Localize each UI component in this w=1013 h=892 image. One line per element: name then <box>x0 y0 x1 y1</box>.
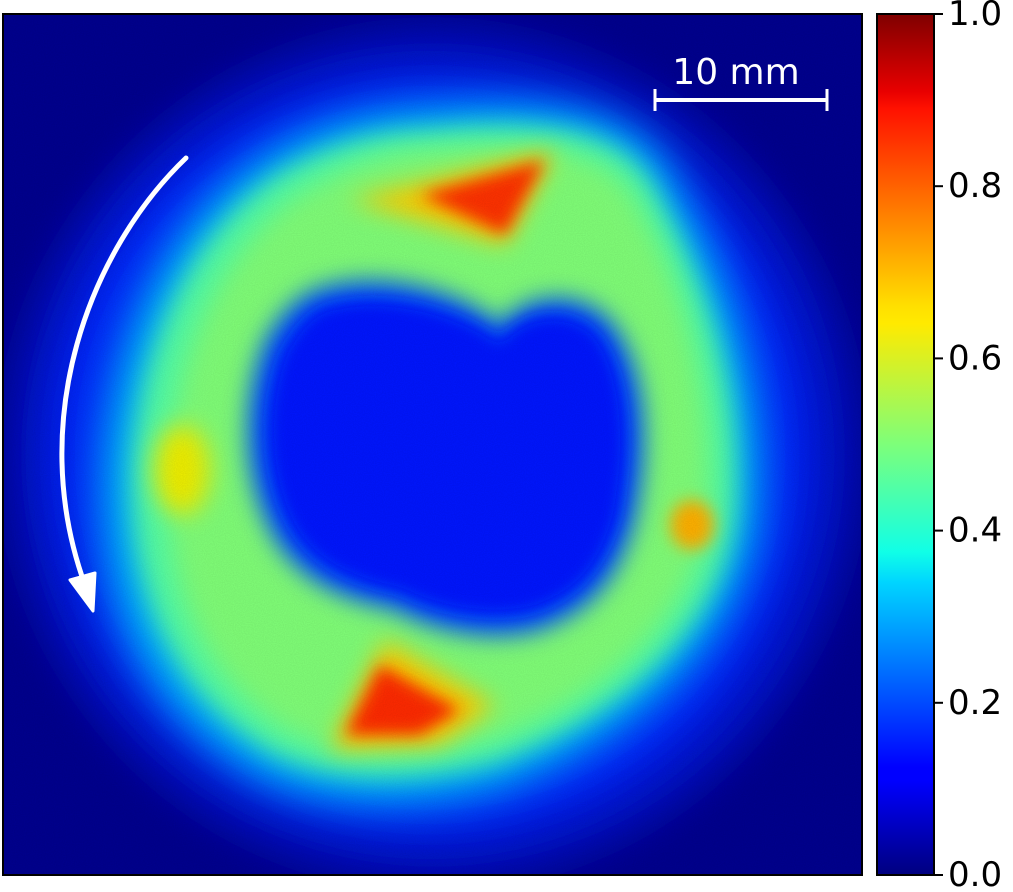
colorbar-tick-label: 0.6 <box>948 338 1002 378</box>
colorbar-ticks: 0.0 0.2 0.4 0.6 0.8 1.0 <box>934 0 1002 892</box>
colorbar-tick-label: 0.2 <box>948 683 1002 723</box>
plot-frame <box>2 13 863 876</box>
colorbar: 0.0 0.2 0.4 0.6 0.8 1.0 <box>876 0 1002 892</box>
heatmap-image <box>3 14 862 875</box>
colorbar-gradient <box>877 14 934 875</box>
colorbar-tick-label: 0.0 <box>948 855 1002 892</box>
scale-bar-label: 10 mm <box>672 52 799 93</box>
rotation-arrow-curve <box>59 155 189 588</box>
speckle-noise <box>3 14 862 875</box>
colorbar-tick-label: 0.8 <box>948 166 1002 206</box>
colorbar-frame <box>876 13 935 876</box>
rotation-arrow-head <box>68 571 97 613</box>
rotation-arrow <box>59 155 189 613</box>
colorbar-tick-label: 0.4 <box>948 511 1002 551</box>
colorbar-tick-label: 1.0 <box>948 0 1002 34</box>
scale-bar: 10 mm <box>653 52 829 111</box>
